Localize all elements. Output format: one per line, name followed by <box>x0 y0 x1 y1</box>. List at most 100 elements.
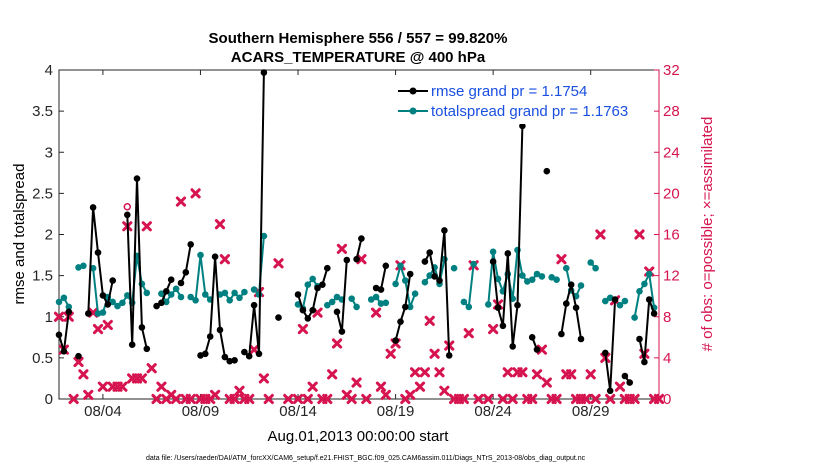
obs-assimilated-marker <box>414 381 426 392</box>
rmse-line <box>87 206 114 314</box>
obs-assimilated-marker <box>527 393 538 405</box>
totalspread-point <box>548 274 555 281</box>
rmse-point <box>343 256 351 264</box>
chart-title-line1: Southern Hemisphere 556 / 557 = 99.820% <box>209 30 508 47</box>
obs-assimilated-marker <box>405 389 416 400</box>
totalspread-point <box>89 264 97 272</box>
rmse-point <box>324 264 331 272</box>
right-tick-label: 0 <box>663 391 671 408</box>
obs-assimilated-marker <box>580 393 591 405</box>
obs-assimilated-marker <box>214 219 226 230</box>
obs-assimilated-marker <box>385 348 396 359</box>
obs-assimilated-marker <box>258 373 269 384</box>
obs-assimilated-marker <box>497 393 509 405</box>
rmse-point <box>304 315 312 322</box>
obs-assimilated-marker <box>653 393 665 405</box>
rmse-point <box>358 235 365 242</box>
rmse-point <box>436 277 443 284</box>
totalspread-point <box>60 294 68 302</box>
totalspread-point <box>328 298 336 306</box>
rmse-point <box>221 353 229 361</box>
obs-assimilated-marker <box>336 243 348 254</box>
obs-assimilated-marker <box>458 393 469 405</box>
x-axis-label: Aug.01,2013 00:00:00 start <box>268 428 450 445</box>
totalspread-point <box>187 293 194 301</box>
x-axis: 08/04 08/09 08/14 08/19 08/24 08/29 <box>84 70 609 420</box>
rmse-point <box>543 167 551 175</box>
right-tick-label: 16 <box>663 227 680 244</box>
obs-assimilated-marker <box>273 258 284 269</box>
rmse-line <box>492 125 524 348</box>
totalspread-point <box>460 298 468 306</box>
rmse-point <box>445 352 453 359</box>
x-tick-label: 08/24 <box>474 403 512 420</box>
rmse-point <box>294 291 302 298</box>
data-file-footer: data file: /Users/raeder/DAI/ATM_forcXX/… <box>146 455 586 462</box>
obs-assimilated-marker <box>370 307 382 318</box>
totalspread-point <box>397 262 404 270</box>
totalspread-line <box>633 273 656 318</box>
totalspread-point <box>309 275 317 283</box>
totalspread-point <box>304 281 312 289</box>
obs-assimilated-marker <box>614 381 626 392</box>
rmse-point <box>528 334 536 341</box>
totalspread-point <box>197 251 204 259</box>
totalspread-point <box>94 310 102 317</box>
obs-assimilated-marker <box>78 369 89 380</box>
obs-assimilated-marker <box>551 393 562 405</box>
y-axis-label-left: rmse and totalspread <box>11 164 28 305</box>
obs-assimilated-marker <box>605 393 616 405</box>
obs-assimilated-marker <box>297 323 309 335</box>
obs-assimilated-marker <box>463 328 474 339</box>
rmse-point <box>519 122 526 130</box>
rmse-point <box>636 335 643 343</box>
totalspread-point <box>241 288 248 296</box>
obs-assimilated-marker <box>375 381 387 392</box>
left-tick-label: 1.5 <box>32 268 53 285</box>
obs-assimilated-marker <box>141 221 152 232</box>
obs-assimilated-marker <box>531 369 543 380</box>
rmse-point <box>392 337 399 344</box>
legend: rmse grand pr = 1.1754 totalspread grand… <box>392 80 648 124</box>
obs-assimilated-marker <box>356 254 367 265</box>
totalspread-point <box>602 297 609 305</box>
right-tick-label: 20 <box>663 185 680 202</box>
rmse-point <box>241 348 248 356</box>
rmse-point <box>211 253 219 260</box>
obs-assimilated-marker <box>429 348 440 359</box>
totalspread-point <box>221 289 229 297</box>
rmse-point <box>216 326 224 334</box>
obs-assimilated-marker <box>473 393 484 405</box>
rmse-point <box>577 335 585 343</box>
rmse-point <box>504 250 512 257</box>
obs-assimilated-marker <box>219 254 230 265</box>
totalspread-point <box>392 280 399 288</box>
obs-assimilated-marker <box>327 369 338 380</box>
x-tick-label: 08/19 <box>377 403 415 420</box>
rmse-point <box>250 301 258 309</box>
rmse-point <box>158 299 165 307</box>
totalspread-point <box>528 276 536 284</box>
totalspread-point <box>538 273 546 280</box>
rmse-line <box>243 72 265 358</box>
totalspread-point <box>236 294 243 302</box>
rmse-line <box>200 255 235 363</box>
right-tick-label: 24 <box>663 144 680 161</box>
totalspread-point <box>533 270 541 278</box>
rmse-point <box>65 308 73 316</box>
rmse-point <box>314 284 321 292</box>
left-tick-label: 2 <box>45 227 53 244</box>
rmse-point <box>309 306 317 314</box>
totalspread-point <box>372 293 380 301</box>
rmse-point <box>55 331 63 339</box>
rmse-point <box>645 296 653 303</box>
rmse-line <box>180 244 192 284</box>
totalspread-series <box>55 232 658 321</box>
rmse-point <box>606 387 614 395</box>
totalspread-point <box>450 264 458 272</box>
legend-spread-label: totalspread grand pr = 1.1763 <box>431 103 628 120</box>
obs-assimilated-marker <box>409 367 421 378</box>
rmse-point <box>153 302 160 310</box>
rmse-point <box>167 276 175 284</box>
totalspread-point <box>367 296 375 303</box>
